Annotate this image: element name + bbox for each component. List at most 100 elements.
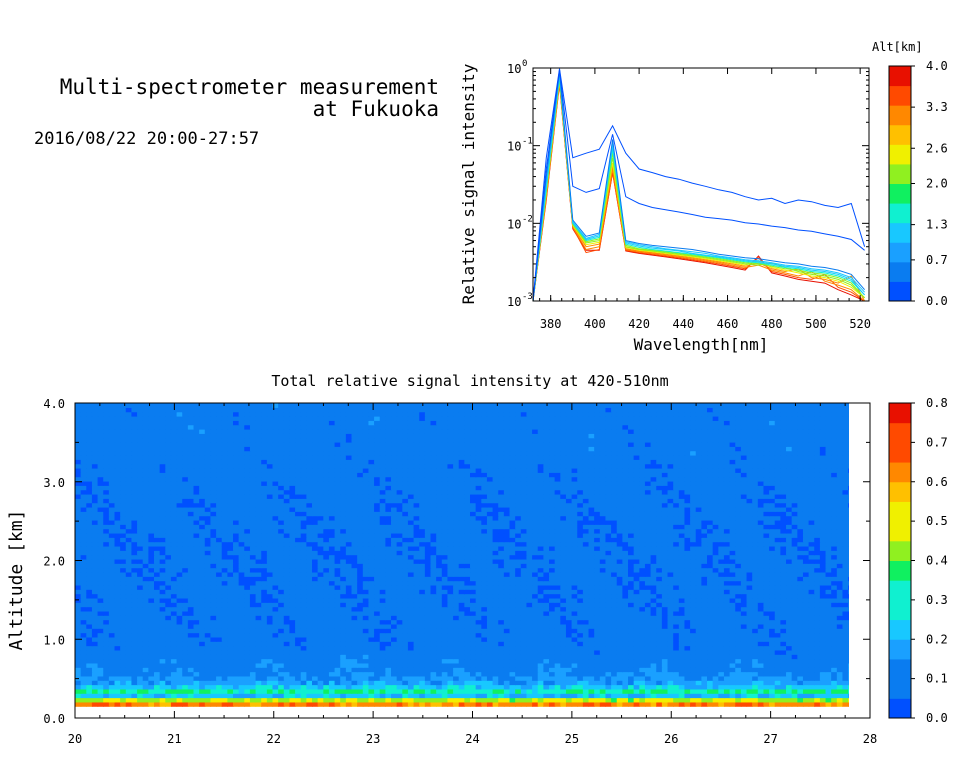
heatmap-cell	[537, 558, 544, 564]
heatmap-cell	[678, 589, 686, 595]
heatmap-cell	[103, 606, 110, 612]
heatmap-cell	[746, 684, 753, 690]
heatmap-cell	[661, 580, 669, 586]
heatmap-cell	[374, 567, 381, 573]
heatmap-cell	[221, 610, 228, 616]
heatmap-cell	[317, 684, 324, 690]
heatmap-cell	[656, 563, 663, 569]
heatmap-cell	[707, 567, 714, 573]
heatmap-cell	[503, 649, 511, 655]
heatmap-cell	[774, 649, 781, 655]
heatmap-cell	[673, 558, 680, 564]
heatmap-cell	[707, 593, 714, 599]
heatmap-cell	[515, 671, 522, 677]
heatmap-cell	[628, 563, 635, 569]
heatmap-cell	[802, 654, 810, 660]
heatmap-cell	[605, 667, 612, 673]
heatmap-cell	[86, 563, 93, 569]
heatmap-cell	[424, 654, 432, 660]
heatmap-cell	[611, 667, 618, 673]
heatmap-cell	[413, 632, 420, 638]
heatmap-cell	[718, 662, 725, 668]
heatmap-cell	[182, 662, 189, 668]
heatmap-cell	[464, 593, 471, 599]
heatmap-cell	[577, 589, 584, 595]
heatmap-cell	[283, 580, 291, 586]
heatmap-cell	[374, 606, 381, 612]
heatmap-cell	[667, 584, 674, 590]
heatmap-cell	[458, 632, 465, 638]
heatmap-cell	[221, 606, 228, 612]
heatmap-cell	[108, 628, 116, 634]
heatmap-cell	[532, 675, 539, 681]
heatmap-cell	[549, 567, 556, 573]
heatmap-cell	[808, 688, 815, 694]
heatmap-cell	[802, 606, 810, 612]
heatmap-cell	[221, 628, 228, 634]
heatmap-cell	[374, 593, 381, 599]
heatmap-cell	[249, 671, 257, 677]
heatmap-cell	[221, 558, 228, 564]
heatmap-cell	[554, 693, 561, 699]
heatmap-cell	[802, 571, 810, 577]
heatmap-cell	[120, 641, 127, 647]
heatmap-cell	[554, 576, 561, 582]
heatmap-cell	[746, 641, 753, 647]
heatmap-cell	[187, 554, 195, 560]
heatmap-cell	[75, 606, 82, 612]
heatmap-cell	[199, 606, 206, 612]
heatmap-cell	[577, 606, 584, 612]
heatmap-cell	[413, 654, 420, 660]
heatmap-cell	[678, 662, 686, 668]
heatmap-cell	[791, 684, 798, 690]
heatmap-cell	[131, 645, 138, 651]
heatmap-cell	[187, 576, 195, 582]
heatmap-cell	[430, 645, 437, 651]
heatmap-cell	[255, 693, 262, 699]
heatmap-cell	[549, 684, 556, 690]
heatmap-cell	[836, 701, 844, 707]
heatmap-cell	[667, 619, 674, 625]
heatmap-cell	[238, 701, 245, 707]
heatmap-cell	[407, 576, 415, 582]
heatmap-cell	[142, 693, 149, 699]
heatmap-cell	[464, 558, 471, 564]
heatmap-cell	[831, 654, 838, 660]
heatmap-cell	[114, 680, 121, 686]
heatmap-cell	[774, 697, 781, 703]
heatmap-cell	[723, 658, 731, 664]
heatmap-cell	[91, 567, 99, 573]
heatmap-cell	[729, 589, 736, 595]
heatmap-cell	[193, 571, 200, 577]
heatmap-cell	[289, 667, 296, 673]
heatmap-cell	[690, 658, 697, 664]
heatmap-cell	[137, 680, 144, 686]
heatmap-cell	[255, 563, 262, 569]
heatmap-cell	[797, 667, 804, 673]
heatmap-cell	[131, 688, 138, 694]
heatmap-cell	[193, 580, 200, 586]
heatmap-cell	[328, 563, 336, 569]
heatmap-cell	[577, 675, 584, 681]
heatmap-cell	[340, 615, 347, 621]
heatmap-cell	[786, 680, 793, 686]
heatmap-cell	[616, 610, 623, 616]
heatmap-cell	[91, 662, 99, 668]
heatmap-cell	[430, 693, 437, 699]
heatmap-cell	[204, 584, 212, 590]
heatmap-cell	[786, 701, 793, 707]
heatmap-cell	[441, 671, 449, 677]
heatmap-cell	[142, 558, 149, 564]
heatmap-cell	[537, 662, 544, 668]
heatmap-cell	[690, 571, 697, 577]
heatmap-cell	[86, 688, 93, 694]
heatmap-cell	[470, 662, 477, 668]
heatmap-cell	[639, 597, 646, 603]
heatmap-cell	[656, 606, 663, 612]
heatmap-cell	[328, 623, 336, 629]
heatmap-cell	[616, 701, 623, 707]
heatmap-cell	[786, 606, 793, 612]
heatmap-cell	[707, 563, 714, 569]
heatmap-cell	[193, 623, 200, 629]
heatmap-cell	[170, 567, 178, 573]
